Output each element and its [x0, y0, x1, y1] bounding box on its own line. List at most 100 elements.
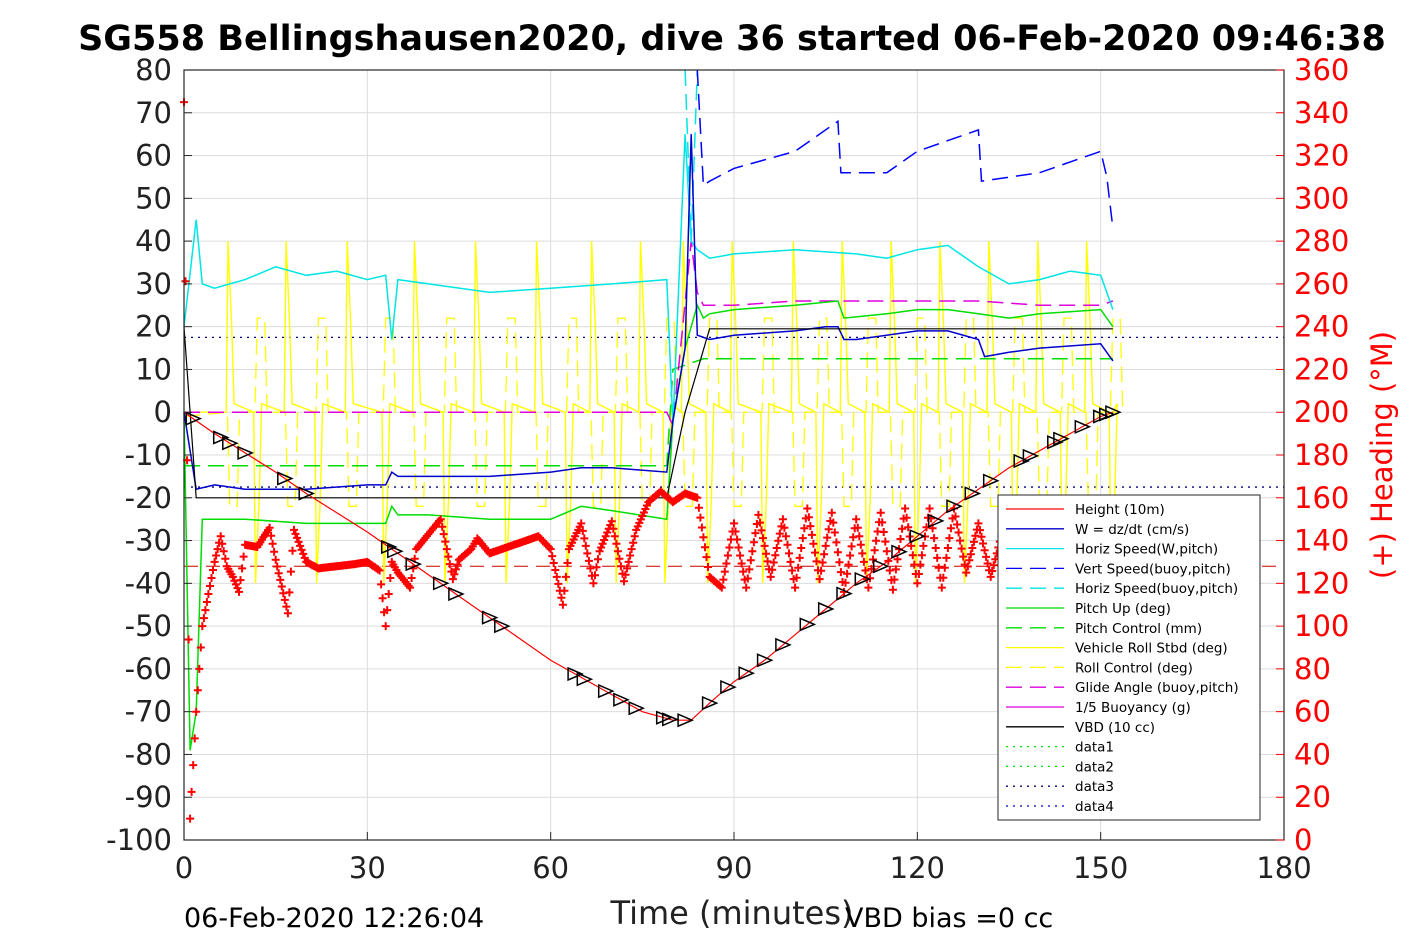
heading-point	[589, 579, 598, 588]
heading-point	[719, 575, 728, 584]
depth-marker	[720, 679, 737, 695]
heading-point	[186, 814, 195, 823]
heading-point	[980, 546, 989, 555]
heading-point	[196, 643, 205, 652]
heading-point	[832, 538, 841, 547]
heading-point	[694, 503, 703, 512]
legend-label: data4	[1075, 799, 1114, 815]
depth-marker	[1074, 419, 1092, 434]
heading-point	[737, 559, 746, 568]
depth-marker	[909, 529, 927, 544]
heading-point	[603, 528, 612, 537]
heading-point	[919, 541, 928, 550]
heading-point	[202, 598, 211, 606]
heading-point	[804, 513, 813, 522]
heading-point	[891, 565, 900, 574]
heading-point	[231, 580, 240, 589]
heading-point	[592, 563, 601, 572]
heading-point	[722, 559, 731, 568]
legend-label: data1	[1075, 740, 1114, 756]
heading-point	[578, 526, 587, 535]
heading-point	[439, 530, 448, 539]
y2-tick-label: 80	[1294, 652, 1331, 686]
heading-point	[893, 555, 902, 564]
heading-point	[445, 560, 454, 569]
heading-point	[442, 545, 451, 554]
heading-point	[878, 518, 887, 527]
heading-point	[206, 582, 214, 590]
x-tick-label: 60	[532, 851, 569, 885]
y2-tick-label: 60	[1294, 695, 1331, 729]
heading-point	[551, 566, 560, 574]
legend-label: Vehicle Roll Stbd (deg)	[1075, 641, 1228, 657]
depth-marker	[1013, 453, 1031, 469]
heading-point	[189, 761, 198, 770]
depth-marker	[946, 499, 963, 514]
heading-point	[951, 512, 960, 521]
legend-label: Horiz Speed(W,pitch)	[1075, 542, 1218, 558]
heading-point	[549, 559, 558, 567]
heading-point	[280, 595, 289, 604]
heading-point	[233, 584, 242, 593]
heading-point	[812, 557, 821, 566]
heading-point	[820, 550, 829, 559]
legend-label: Pitch Control (mm)	[1075, 621, 1202, 637]
heading-point	[818, 558, 827, 567]
heading-point	[577, 519, 586, 528]
heading-point	[268, 539, 277, 548]
y-tick-label: -20	[125, 481, 172, 515]
heading-point	[190, 734, 199, 743]
x-tick-label: 150	[1073, 851, 1128, 885]
heading-point	[731, 527, 740, 536]
heading-point	[374, 565, 382, 574]
heading-point	[757, 526, 766, 535]
depth-marker	[738, 666, 756, 681]
depth-marker	[817, 601, 835, 617]
heading-point	[448, 575, 457, 584]
heading-point	[745, 565, 754, 574]
x-tick-label: 90	[716, 851, 753, 885]
heading-point	[381, 622, 390, 631]
heading-point	[817, 566, 826, 575]
depth-marker	[775, 637, 792, 653]
heading-point	[717, 583, 726, 592]
heading-point	[383, 606, 392, 615]
depth-marker	[891, 544, 908, 559]
heading-point	[846, 551, 855, 560]
heading-point	[283, 609, 292, 618]
legend-label: VBD (10 cc)	[1075, 720, 1155, 736]
heading-point	[236, 576, 245, 585]
heading-point	[697, 523, 706, 532]
y-tick-label: -50	[125, 609, 172, 643]
heading-point	[908, 551, 917, 560]
heading-point	[798, 534, 807, 543]
heading-point	[861, 566, 870, 575]
depth-marker	[597, 683, 615, 699]
heading-point	[558, 600, 567, 609]
heading-point	[882, 547, 891, 556]
depth-marker	[1047, 435, 1064, 450]
depth-marker	[405, 556, 423, 572]
heading-point	[988, 567, 997, 575]
heading-point	[616, 562, 625, 571]
heading-point	[545, 543, 554, 552]
heading-point	[823, 533, 832, 542]
heading-point	[749, 538, 758, 547]
heading-point	[716, 582, 725, 591]
y2-tick-label: 260	[1294, 267, 1349, 301]
heading-point	[607, 517, 616, 526]
series-vert-speed-buoy-pitch	[696, 69, 1114, 229]
heading-point	[595, 547, 604, 556]
heading-point	[771, 551, 780, 560]
heading-point	[627, 545, 636, 554]
heading-point	[844, 560, 853, 569]
depth-marker	[481, 610, 499, 625]
heading-point	[876, 508, 885, 517]
heading-point	[560, 586, 569, 595]
depth-marker	[277, 471, 294, 486]
depth-marker	[1105, 405, 1122, 420]
heading-point	[270, 547, 279, 556]
heading-point	[386, 574, 395, 582]
legend-label: Vert Speed(buoy,pitch)	[1075, 561, 1231, 577]
y2-tick-label: 100	[1294, 609, 1349, 643]
